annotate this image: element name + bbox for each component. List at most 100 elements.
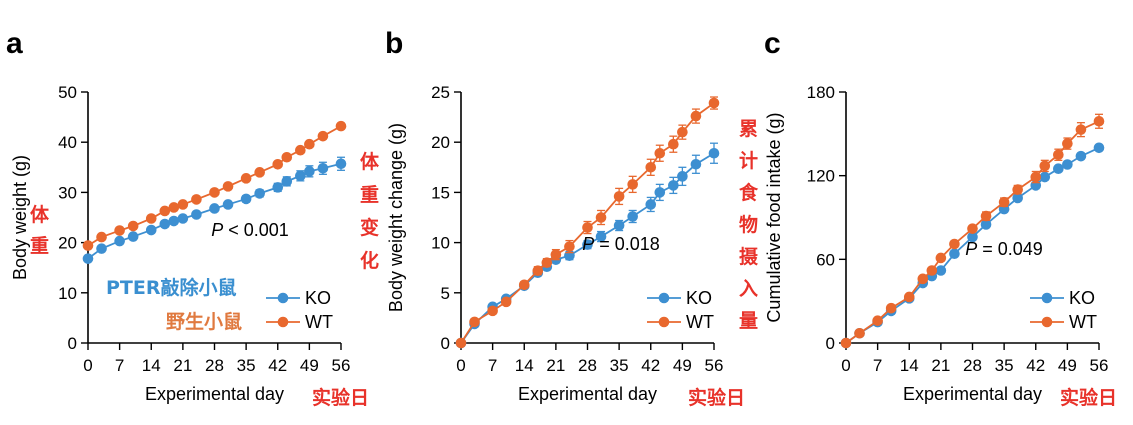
a-ko-data-point [281,176,293,187]
b-x-annotation: 实验日 [688,386,745,409]
a-y-annotation-1: 体 [30,203,50,226]
c-y-tick-label: 60 [816,250,835,269]
c-y-annotation-6: 入 [739,278,758,300]
b-ko-data-point [582,239,593,250]
a-wt-data-point [240,173,252,184]
b-y-tick-label: 10 [431,234,450,253]
a-ko-data-point [272,182,284,193]
a-y-axis-label: Body weight (g) [10,155,30,280]
b-y-tick-label: 0 [441,334,450,353]
c-wt-data-point [949,238,960,250]
b-ko-data-point [668,180,679,191]
a-ko-data-point [127,231,139,242]
b-wt-data-point [582,222,593,233]
c-wt-data-point [872,315,883,326]
b-ko-data-point [677,171,688,182]
a-wt-data-point [254,167,265,178]
b-p-value: P = 0.018 [582,234,660,254]
c-x-axis-label: Experimental day [903,384,1042,404]
b-x-tick-label: 35 [610,356,629,375]
c-wt-data-point [926,265,938,276]
b-wt-data-point [532,265,544,277]
c-wt-data-point [854,327,865,339]
b-wt-data-point [627,179,638,190]
b-wt-data-point [613,191,625,202]
b-wt-data-point [541,257,553,268]
c-x-tick-label: 21 [931,356,950,375]
a-ko-data-point [335,158,347,170]
b-wt-data-point [500,296,512,308]
c-x-annotation: 实验日 [1060,386,1117,409]
a-ko-data-point [304,166,315,177]
c-y-tick-label: 180 [807,83,835,102]
a-ko-data-point [177,213,189,224]
a-y-tick-label: 20 [58,234,77,253]
panel-letter-b: b [385,27,403,60]
c-wt-data-point [885,302,897,314]
chart-a: 0 10 20 30 40 50 0 7 14 21 28 35 42 49 56 Experimental … [10,83,350,404]
a-x-axis-label: Experimental day [145,384,284,404]
c-ko-data-point [935,265,947,276]
c-ko-data-point [1075,150,1087,162]
b-y-annotation-2: 重 [360,184,379,206]
c-y-tick-label: 0 [826,334,835,353]
a-wt-data-point [82,240,94,251]
b-x-tick-label: 7 [488,356,497,375]
a-legend-wt-marker [277,316,289,328]
a-y-tick-label: 10 [58,284,77,303]
b-x-axis-label: Experimental day [518,384,657,404]
b-ko-data-point [613,220,625,231]
a-wt-annotation: 野生小鼠 [166,310,242,333]
c-y-tick-label: 120 [807,167,835,186]
panel-letter-c: c [764,27,781,60]
c-ko-data-point [1062,159,1073,170]
b-ko-data-point [627,211,638,222]
a-wt-data-point [304,138,315,150]
a-y-annotation-2: 重 [30,235,49,257]
c-wt-data-point [1030,171,1042,183]
chart-b: 0 5 10 15 20 25 0 7 14 21 28 35 42 49 56 Experimental d… [386,83,723,404]
a-y-tick-label: 50 [58,83,77,102]
a-ko-annotation: PTER敲除小鼠 [106,276,237,299]
a-p-value-text: < 0.001 [223,220,289,240]
b-wt-data-point [469,316,480,328]
a-x-tick-label: 49 [300,356,319,375]
a-wt-data-point [168,202,180,213]
b-x-tick-label: 21 [546,356,565,375]
b-legend-ko-marker [658,292,670,304]
b-legend-ko-label: KO [686,288,712,308]
c-y-annotation-4: 物 [739,213,758,236]
a-y-tick-label: 0 [68,334,77,353]
b-ko-data-point [645,199,657,210]
a-x-tick-label: 42 [268,356,287,375]
a-legend-ko-marker [277,292,289,304]
b-ko-data-point [595,231,607,242]
c-wt-data-point [980,210,992,222]
c-y-annotation-1: 累 [739,118,758,140]
a-x-tick-label: 56 [332,356,351,375]
c-wt-data-point [1012,184,1023,195]
a-ko-data-point [114,235,125,247]
panel-letter-a: a [6,27,23,60]
c-x-tick-label: 56 [1090,356,1109,375]
a-wt-data-point [191,194,202,205]
b-wt-data-point [708,97,720,109]
c-wt-data-point [1039,160,1051,172]
b-x-tick-label: 28 [578,356,597,375]
b-y-tick-label: 15 [431,183,450,202]
c-wt-data-point [1075,124,1087,135]
b-y-axis-label: Body weight change (g) [386,123,406,312]
b-legend-wt-label: WT [686,312,714,332]
c-x-tick-label: 49 [1058,356,1077,375]
a-wt-data-point [96,231,107,243]
c-x-tick-label: 35 [995,356,1014,375]
chart-c: 0 60 120 180 0 7 14 21 28 35 42 49 56 Experimental da… [764,83,1108,404]
a-x-tick-label: 0 [83,356,92,375]
b-x-tick-label: 56 [705,356,724,375]
b-wt-data-point [518,279,530,291]
b-wt-data-point [550,249,562,260]
a-ko-data-point [222,199,234,210]
c-ko-data-point [1093,142,1105,154]
c-ko-data-point [967,231,978,243]
a-wt-data-point [127,220,139,232]
